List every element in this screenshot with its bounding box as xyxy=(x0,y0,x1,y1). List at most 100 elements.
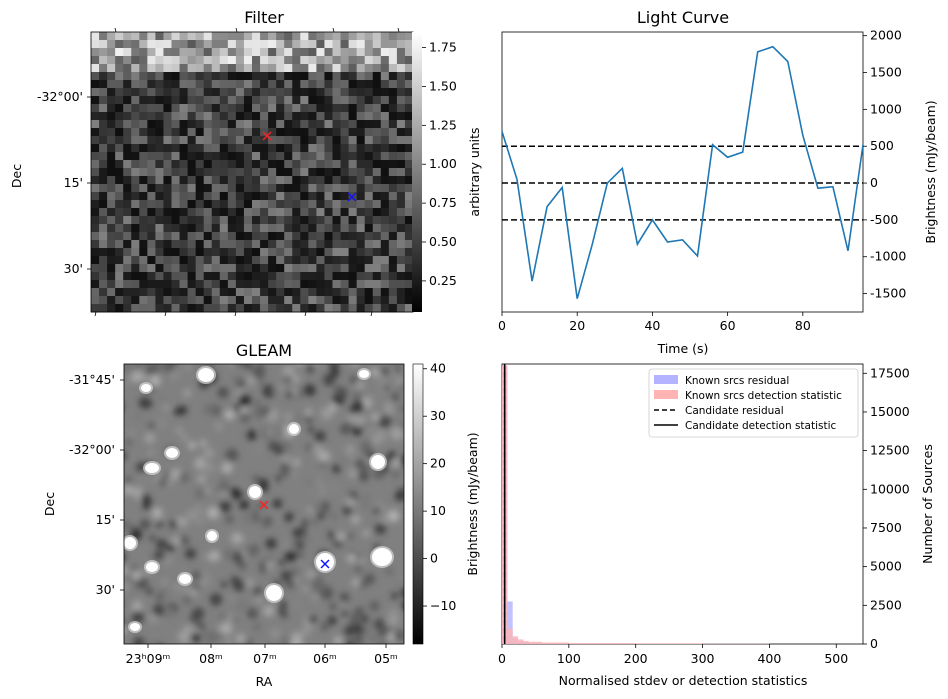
hist-ytick-label: 2500 xyxy=(870,597,902,612)
gleam-ytick-label: -32°00' xyxy=(69,442,115,457)
gleam-xlabel: RA xyxy=(256,674,273,689)
lc-xtick-label: 80 xyxy=(795,318,811,333)
hist-yticks: 0 2500 5000 7500 10000 12500 15000 17500 xyxy=(863,365,910,651)
gleam-sources xyxy=(124,366,394,633)
hist-bar xyxy=(507,601,513,644)
gleam-ytick-label: 30' xyxy=(96,582,115,597)
filter-ylabel: Dec xyxy=(9,164,24,188)
lc-yticks: 2000 1500 1000 500 0 -500 -1000 -1500 xyxy=(863,28,906,301)
gleam-source xyxy=(207,531,217,541)
hist-ytick-label: 5000 xyxy=(870,559,902,574)
hist-xtick-label: 500 xyxy=(824,651,848,666)
filter-candidate-marker xyxy=(262,131,272,141)
hist-bar xyxy=(568,643,636,644)
hist-ytick-label: 17500 xyxy=(870,365,910,380)
gleam-source xyxy=(146,562,158,572)
lc-xtick-label: 0 xyxy=(498,318,506,333)
gleam-source xyxy=(166,448,178,458)
gleam-cbar-tick-label: 10 xyxy=(430,503,446,518)
gleam-source xyxy=(289,424,299,434)
hist-legend-label: Known srcs detection statistic xyxy=(685,390,842,402)
hist-bar xyxy=(512,636,519,644)
lc-ylabel: Brightness (mJy/beam) xyxy=(923,100,938,243)
gleam-known-source-marker xyxy=(320,559,330,569)
gleam-xtick-label: 06ᵐ xyxy=(313,651,337,666)
gleam-xticks: 23ʰ09ᵐ 08ᵐ 07ᵐ 06ᵐ 05ᵐ xyxy=(126,644,398,666)
lc-ytick-label: 2000 xyxy=(870,28,902,43)
lc-ytick-label: 1000 xyxy=(870,101,902,116)
gleam-source xyxy=(179,574,191,584)
gleam-source xyxy=(141,384,151,392)
hist-ytick-label: 7500 xyxy=(870,520,902,535)
hist-legend-label: Candidate residual xyxy=(685,405,784,417)
hist-xtick-label: 0 xyxy=(498,651,506,666)
gleam-cbar-tick-label: 40 xyxy=(430,361,446,376)
gleam-markers xyxy=(259,500,330,569)
hist-ytick-label: 12500 xyxy=(870,443,910,458)
gleam-xtick-label: 23ʰ09ᵐ xyxy=(126,651,171,666)
gleam-cbar-tick-label: 30 xyxy=(430,408,446,423)
gleam-source xyxy=(371,455,385,469)
hist-ytick-label: 15000 xyxy=(870,404,910,419)
gleam-xtick-label: 05ᵐ xyxy=(374,651,398,666)
gleam-ytick-label: 15' xyxy=(96,512,115,527)
gleam-colorbar xyxy=(413,364,423,644)
lc-frame xyxy=(501,31,864,313)
hist-xtick-label: 200 xyxy=(624,651,648,666)
lc-ytick-label: -500 xyxy=(870,212,898,227)
gleam-source xyxy=(145,463,159,473)
filter-markers xyxy=(262,131,357,202)
panel-gleam: GLEAM 23ʰ09ᵐ 08ᵐ 07ᵐ 06ᵐ 05ᵐ -31°45' -32°00' 1… xyxy=(42,341,480,689)
hist-xlabel: Normalised stdev or detection statistics xyxy=(559,673,808,688)
lc-xticks: 0 20 40 60 80 xyxy=(498,312,811,333)
filter-cbar-tick-label: 1.50 xyxy=(429,78,457,93)
hist-bar xyxy=(635,643,703,644)
filter-title: Filter xyxy=(244,8,284,27)
lc-title: Light Curve xyxy=(637,8,729,27)
hist-xticks: 0 100 200 300 400 500 xyxy=(498,644,848,666)
filter-ytick-label: 30' xyxy=(64,261,83,276)
hist-ytick-label: 10000 xyxy=(870,481,910,496)
filter-colorbar xyxy=(412,32,422,312)
hist-xtick-label: 300 xyxy=(691,651,715,666)
filter-known-source-marker xyxy=(347,192,357,202)
hist-bar xyxy=(523,640,529,644)
hist-legend-label: Known srcs residual xyxy=(685,375,789,387)
hist-bar xyxy=(528,641,543,644)
gleam-source xyxy=(316,553,334,571)
hist-bar xyxy=(507,628,513,644)
gleam-cbar-tick-label: 0 xyxy=(430,551,438,566)
gleam-ylabel: Dec xyxy=(42,492,57,516)
filter-yticks: -32°00' 15' 30' xyxy=(37,27,400,317)
lc-xtick-label: 40 xyxy=(644,318,660,333)
filter-ytick-label: -32°00' xyxy=(37,89,83,104)
gleam-colorbar-label: Brightness (mJy/beam) xyxy=(465,432,480,575)
lc-xlabel: Time (s) xyxy=(657,341,709,356)
hist-legend-swatch xyxy=(654,375,678,384)
gleam-source xyxy=(124,537,136,549)
gleam-xtick-label: 07ᵐ xyxy=(253,651,277,666)
filter-cbar-tick-label: 1.00 xyxy=(429,156,457,171)
hist-bar xyxy=(542,642,569,644)
filter-cbar-tick-label: 0.50 xyxy=(429,234,457,249)
gleam-cbar-tick-label: −10 xyxy=(430,598,456,613)
lc-ytick-label: -1500 xyxy=(870,286,906,301)
gleam-ytick-label: -31°45' xyxy=(69,372,115,387)
gleam-colorbar-ticks: 40 30 20 10 0 −10 xyxy=(423,361,456,613)
filter-cbar-tick-label: 1.75 xyxy=(429,40,457,55)
hist-legend-label: Candidate detection statistic xyxy=(685,420,837,432)
gleam-yticks: -31°45' -32°00' 15' 30' xyxy=(69,372,124,597)
panel-histogram: 0 100 200 300 400 500 0 2500 5000 7500 10000 12500… xyxy=(498,363,935,688)
lc-series xyxy=(502,45,863,299)
gleam-source xyxy=(372,548,392,566)
filter-cbar-tick-label: 1.25 xyxy=(429,117,457,132)
lc-xtick-label: 60 xyxy=(720,318,736,333)
hist-ytick-label: 0 xyxy=(870,636,878,651)
lc-series-line xyxy=(502,45,863,299)
hist-xtick-label: 100 xyxy=(557,651,581,666)
gleam-frame xyxy=(123,363,405,645)
gleam-source xyxy=(130,623,140,631)
filter-colorbar-label: arbitrary units xyxy=(467,127,482,216)
hist-legend-swatch xyxy=(654,390,678,399)
